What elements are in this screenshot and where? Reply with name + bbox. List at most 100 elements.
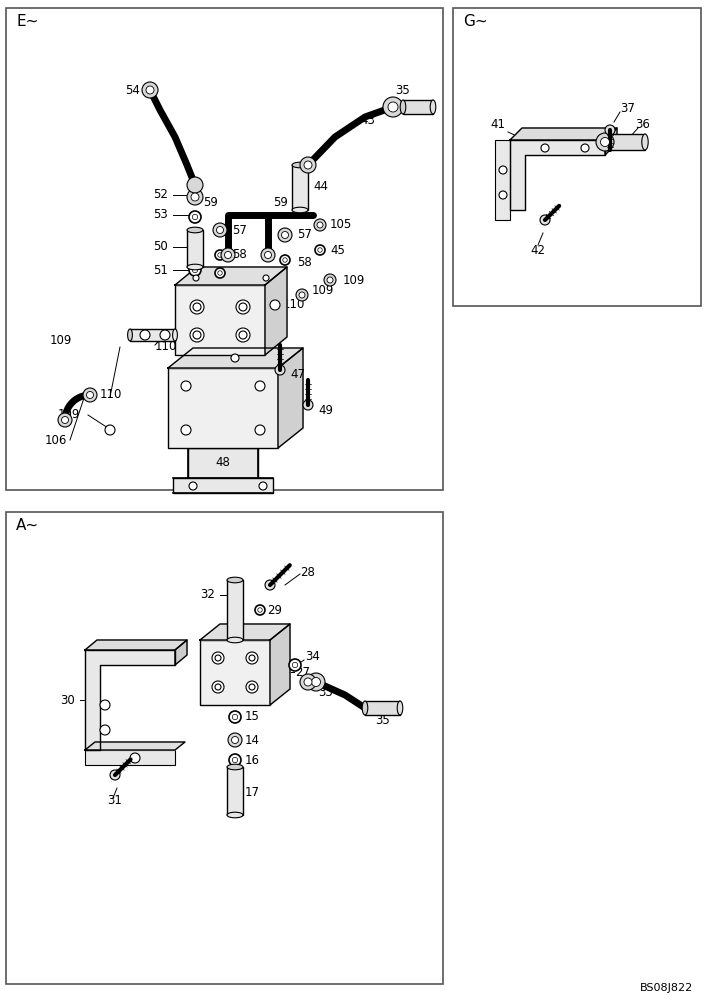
- Circle shape: [232, 757, 238, 763]
- Text: 58: 58: [297, 256, 312, 269]
- Circle shape: [249, 684, 255, 690]
- Bar: [6, 8, 443, 490]
- Bar: [130, 329, 175, 341]
- Circle shape: [236, 328, 250, 342]
- Circle shape: [265, 251, 271, 258]
- Circle shape: [499, 191, 507, 199]
- Circle shape: [292, 662, 297, 668]
- Text: 58: 58: [232, 248, 247, 261]
- Polygon shape: [278, 348, 303, 448]
- Circle shape: [142, 82, 158, 98]
- Circle shape: [239, 303, 247, 311]
- Text: 109: 109: [312, 284, 334, 296]
- Text: 51: 51: [153, 263, 168, 276]
- Text: 17: 17: [245, 786, 260, 800]
- Bar: [227, 580, 243, 640]
- Circle shape: [232, 736, 239, 744]
- Circle shape: [181, 425, 191, 435]
- Polygon shape: [265, 267, 287, 355]
- Circle shape: [318, 248, 322, 252]
- Circle shape: [217, 227, 224, 233]
- Ellipse shape: [602, 134, 608, 150]
- Polygon shape: [85, 742, 185, 750]
- Circle shape: [317, 222, 323, 228]
- Ellipse shape: [397, 701, 403, 715]
- Circle shape: [314, 219, 326, 231]
- Bar: [173, 478, 273, 493]
- Circle shape: [193, 303, 201, 311]
- Bar: [403, 100, 433, 114]
- Circle shape: [280, 255, 290, 265]
- Bar: [85, 750, 175, 765]
- Circle shape: [263, 275, 269, 281]
- Text: G~: G~: [463, 14, 488, 29]
- Circle shape: [228, 733, 242, 747]
- Circle shape: [229, 754, 241, 766]
- Text: 47: 47: [290, 368, 305, 381]
- Text: 35: 35: [375, 714, 389, 726]
- Circle shape: [190, 300, 204, 314]
- Circle shape: [193, 331, 201, 339]
- Circle shape: [58, 413, 72, 427]
- Circle shape: [300, 157, 316, 173]
- Circle shape: [140, 330, 150, 340]
- Circle shape: [215, 250, 225, 260]
- Circle shape: [299, 292, 305, 298]
- Text: 109: 109: [58, 408, 81, 422]
- Text: 49: 49: [318, 403, 333, 416]
- Text: 29: 29: [267, 603, 282, 616]
- Circle shape: [324, 274, 336, 286]
- Polygon shape: [168, 348, 303, 368]
- Circle shape: [221, 248, 235, 262]
- Polygon shape: [510, 128, 617, 140]
- Ellipse shape: [227, 812, 243, 818]
- Circle shape: [278, 228, 292, 242]
- Circle shape: [270, 300, 280, 310]
- Text: 27: 27: [295, 666, 310, 678]
- Polygon shape: [270, 624, 290, 705]
- Circle shape: [160, 330, 170, 340]
- Bar: [168, 368, 278, 448]
- Text: 43: 43: [360, 113, 375, 126]
- Circle shape: [100, 700, 110, 710]
- Ellipse shape: [187, 227, 203, 233]
- Ellipse shape: [362, 701, 367, 715]
- Text: 48: 48: [215, 456, 230, 470]
- Text: 110: 110: [155, 340, 178, 354]
- Circle shape: [229, 711, 241, 723]
- Circle shape: [261, 248, 275, 262]
- Circle shape: [83, 388, 97, 402]
- Ellipse shape: [187, 264, 203, 270]
- Circle shape: [249, 655, 255, 661]
- Circle shape: [304, 678, 312, 686]
- Circle shape: [289, 659, 301, 671]
- Text: 109: 109: [50, 334, 72, 347]
- Circle shape: [193, 275, 199, 281]
- Ellipse shape: [400, 100, 406, 114]
- Circle shape: [282, 258, 287, 262]
- Circle shape: [388, 102, 398, 112]
- Text: E~: E~: [16, 14, 38, 29]
- Circle shape: [239, 331, 247, 339]
- Circle shape: [258, 608, 262, 612]
- Circle shape: [246, 652, 258, 664]
- Ellipse shape: [227, 764, 243, 770]
- Polygon shape: [85, 640, 187, 650]
- Circle shape: [246, 681, 258, 693]
- Circle shape: [605, 125, 615, 135]
- Ellipse shape: [641, 134, 649, 150]
- Text: 42: 42: [530, 243, 545, 256]
- Text: 44: 44: [313, 180, 328, 194]
- Text: 16: 16: [245, 754, 260, 766]
- Circle shape: [275, 365, 285, 375]
- Bar: [227, 767, 243, 815]
- Circle shape: [540, 215, 550, 225]
- Circle shape: [110, 770, 120, 780]
- Polygon shape: [510, 140, 605, 210]
- Polygon shape: [85, 650, 175, 750]
- Text: 30: 30: [60, 694, 75, 706]
- Circle shape: [213, 223, 227, 237]
- Circle shape: [218, 271, 222, 275]
- Bar: [6, 512, 443, 984]
- Ellipse shape: [292, 207, 308, 213]
